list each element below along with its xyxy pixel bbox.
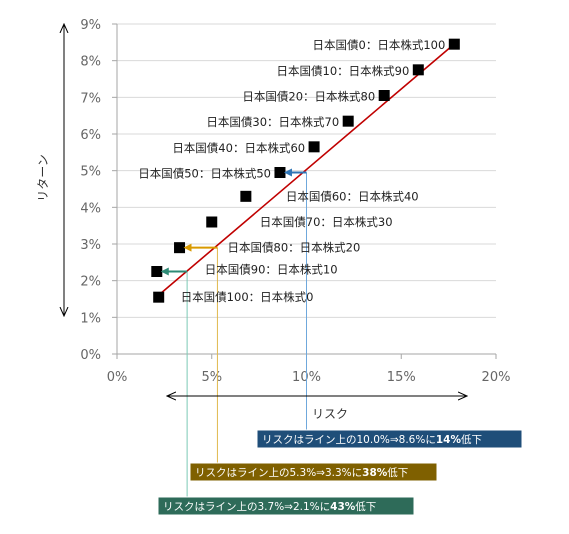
callouts: リスクはライン上の10.0%⇒8.6%に14%低下リスクはライン上の5.3%⇒3… <box>157 429 523 516</box>
data-point <box>448 38 460 50</box>
data-points <box>151 38 460 303</box>
point-label: 日本国債90：日本株式10 <box>205 263 338 277</box>
data-point <box>308 141 320 153</box>
guide-lines <box>186 172 307 497</box>
point-label: 日本国債50：日本株式50 <box>138 167 271 181</box>
callout-text-percent: 43% <box>330 501 356 513</box>
callout-text-percent: 38% <box>362 467 388 479</box>
callout-text-main: リスクはライン上の3.7%⇒2.1%に <box>163 501 330 513</box>
callout-text: リスクはライン上の3.7%⇒2.1%に43%低下 <box>163 500 376 513</box>
data-point <box>378 90 390 101</box>
data-point <box>342 115 354 127</box>
callout-box <box>157 496 415 516</box>
callout-text: リスクはライン上の10.0%⇒8.6%に14%低下 <box>262 433 482 446</box>
data-point <box>174 242 186 254</box>
callout-text-suffix: 低下 <box>387 466 408 479</box>
point-label: 日本国債60：日本株式40 <box>286 189 419 203</box>
callout-box <box>256 429 523 449</box>
data-point <box>274 167 286 178</box>
x-tick-label: 5% <box>201 370 222 385</box>
y-tick-label: 6% <box>80 128 101 143</box>
point-label: 日本国債40：日本株式60 <box>172 141 305 155</box>
point-label: 日本国債10：日本株式90 <box>277 64 410 78</box>
x-axis-title-group: リスク <box>167 396 467 421</box>
y-tick-label: 3% <box>80 238 101 253</box>
callout-text-suffix: 低下 <box>355 500 376 513</box>
data-point <box>151 266 163 277</box>
callout-text-main: リスクはライン上の10.0%⇒8.6%に <box>262 434 436 446</box>
y-tick-labels: 0% 1% 2% 3% 4% 5% 6% 7% 8% 9% <box>80 18 101 363</box>
y-axis-title-group: リターン <box>36 24 64 316</box>
trend-line <box>160 41 457 295</box>
data-point <box>153 291 165 303</box>
point-label: 日本国債20：日本株式80 <box>242 90 375 104</box>
data-point <box>240 190 252 202</box>
y-tick-label: 1% <box>80 311 101 326</box>
y-tick-label: 8% <box>80 55 101 70</box>
y-tick-label: 7% <box>80 91 101 106</box>
callout-text-percent: 14% <box>436 434 462 446</box>
callout-box <box>189 462 438 482</box>
y-tick-label: 5% <box>80 165 101 180</box>
y-tick-label: 2% <box>80 275 101 290</box>
x-tick-label: 15% <box>387 370 416 385</box>
y-tick-label: 9% <box>80 18 101 33</box>
point-label: 日本国債70：日本株式30 <box>260 215 393 229</box>
point-labels: 日本国債100：日本株式0 日本国債90：日本株式10 日本国債80：日本株式20 日… <box>138 38 445 304</box>
y-tick-label: 4% <box>80 201 101 216</box>
reduction-arrows <box>160 168 307 276</box>
x-tick-label: 20% <box>482 370 511 385</box>
callout-text-main: リスクはライン上の5.3%⇒3.3%に <box>195 467 362 479</box>
data-point <box>206 216 218 228</box>
efficient-line <box>160 41 457 295</box>
callout: リスクはライン上の10.0%⇒8.6%に14%低下 <box>256 429 523 449</box>
y-tick-label: 0% <box>80 348 101 363</box>
point-label: 日本国債100：日本株式0 <box>181 290 314 304</box>
callout-text-suffix: 低下 <box>461 433 482 446</box>
callout: リスクはライン上の3.7%⇒2.1%に43%低下 <box>157 496 415 516</box>
x-tick-labels: 0% 5% 10% 15% 20% <box>107 370 511 385</box>
x-axis-title: リスク <box>312 407 348 421</box>
point-label: 日本国債30：日本株式70 <box>206 115 339 129</box>
data-point <box>412 64 424 76</box>
callout-text: リスクはライン上の5.3%⇒3.3%に38%低下 <box>195 466 408 479</box>
callout: リスクはライン上の5.3%⇒3.3%に38%低下 <box>189 462 438 482</box>
point-label: 日本国債80：日本株式20 <box>228 241 361 255</box>
x-tick-label: 0% <box>107 370 128 385</box>
point-label: 日本国債0：日本株式100 <box>313 38 446 52</box>
y-axis-title: リターン <box>36 154 50 201</box>
